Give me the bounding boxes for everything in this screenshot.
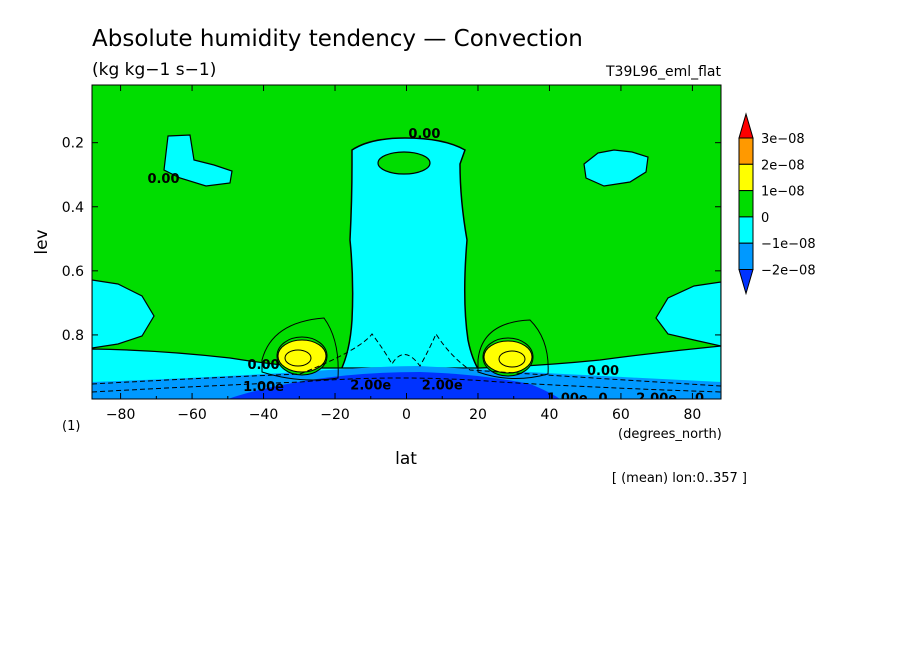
chart-title: Absolute humidity tendency — Convection <box>92 26 583 52</box>
colorbar-label: 3e−08 <box>761 132 805 147</box>
colorbar-cell <box>738 190 754 218</box>
colorbar-cell <box>738 242 754 270</box>
bullseye-left <box>261 317 339 381</box>
x-tick-label: 20 <box>469 407 487 423</box>
colorbar-label: −2e−08 <box>761 264 816 279</box>
field-patch-upper-left <box>163 134 233 187</box>
x-tick-label: 0 <box>402 407 411 423</box>
x-tick-label: −40 <box>249 407 279 423</box>
dashed-contours <box>92 332 721 393</box>
contour-label: 2.00e <box>636 391 677 406</box>
y-tick-label: 0.2 <box>62 136 84 152</box>
field-patch-upper-right <box>583 149 649 187</box>
contour-label: 0.00 <box>147 172 179 187</box>
bullseye-right <box>477 319 549 380</box>
field-lobe-right <box>655 281 721 347</box>
y-axis-units: (1) <box>62 419 80 434</box>
colorbar-extend-max <box>738 112 754 139</box>
colorbar-label: −1e−08 <box>761 237 816 252</box>
contour-label: 1.00e <box>243 380 284 395</box>
y-axis-label: lev <box>32 229 52 254</box>
contour-label: 2.00e <box>350 379 391 394</box>
x-axis-label: lat <box>395 449 417 469</box>
colorbar-extend-min <box>738 269 754 296</box>
run-label: T39L96_eml_flat <box>605 64 722 80</box>
x-tick-label: −80 <box>106 407 136 423</box>
colorbar-cell <box>738 137 754 165</box>
contour-label: 0 <box>599 391 608 406</box>
contour-label: 2.00e <box>422 379 463 394</box>
contour-label: 0.00 <box>587 364 619 379</box>
colorbar-label: 1e−08 <box>761 185 805 200</box>
y-axis: 0.2 0.4 0.6 0.8 <box>62 136 721 344</box>
colorbar-cell <box>738 163 754 192</box>
contour-label: 0.00 <box>248 358 280 373</box>
field-lobe-left <box>92 279 155 349</box>
contour-label: 0.00 <box>408 127 440 142</box>
contour-labels: 0.00 0.00 0.00 0.00 1.00e 2.00e 2.00e 1.00e 0 2.0… <box>147 127 704 406</box>
colorbar-label: 2e−08 <box>761 158 805 173</box>
y-tick-label: 0.4 <box>62 200 84 216</box>
colorbar-cell <box>738 216 754 244</box>
x-tick-label: 60 <box>612 407 630 423</box>
plot-area: 0.00 0.00 0.00 0.00 1.00e 2.00e 2.00e 1.00e 0 2.0… <box>92 85 721 406</box>
field-deep-blue-layer <box>228 372 560 399</box>
y-tick-label: 0.8 <box>62 328 84 344</box>
contour-label: 1.00e <box>547 391 588 406</box>
x-tick-label: 80 <box>683 407 701 423</box>
x-axis: −80 −60 −40 −20 0 20 40 60 80 <box>106 85 701 423</box>
field-equatorial-column <box>338 137 482 373</box>
y-tick-label: 0.6 <box>62 264 84 280</box>
x-tick-label: −60 <box>177 407 207 423</box>
x-axis-units: (degrees_north) <box>618 427 722 442</box>
field-green-bubble <box>377 151 431 175</box>
footnote: [ (mean) lon:0..357 ] <box>612 471 747 486</box>
colorbar: 3e−08 2e−08 1e−08 0 −1e−08 −2e−08 <box>738 112 816 296</box>
colorbar-label: 0 <box>761 211 769 226</box>
chart-subtitle: (kg kg−1 s−1) <box>92 60 216 80</box>
contour-label: 0 <box>695 391 704 406</box>
x-tick-label: 40 <box>541 407 559 423</box>
x-tick-label: −20 <box>320 407 350 423</box>
